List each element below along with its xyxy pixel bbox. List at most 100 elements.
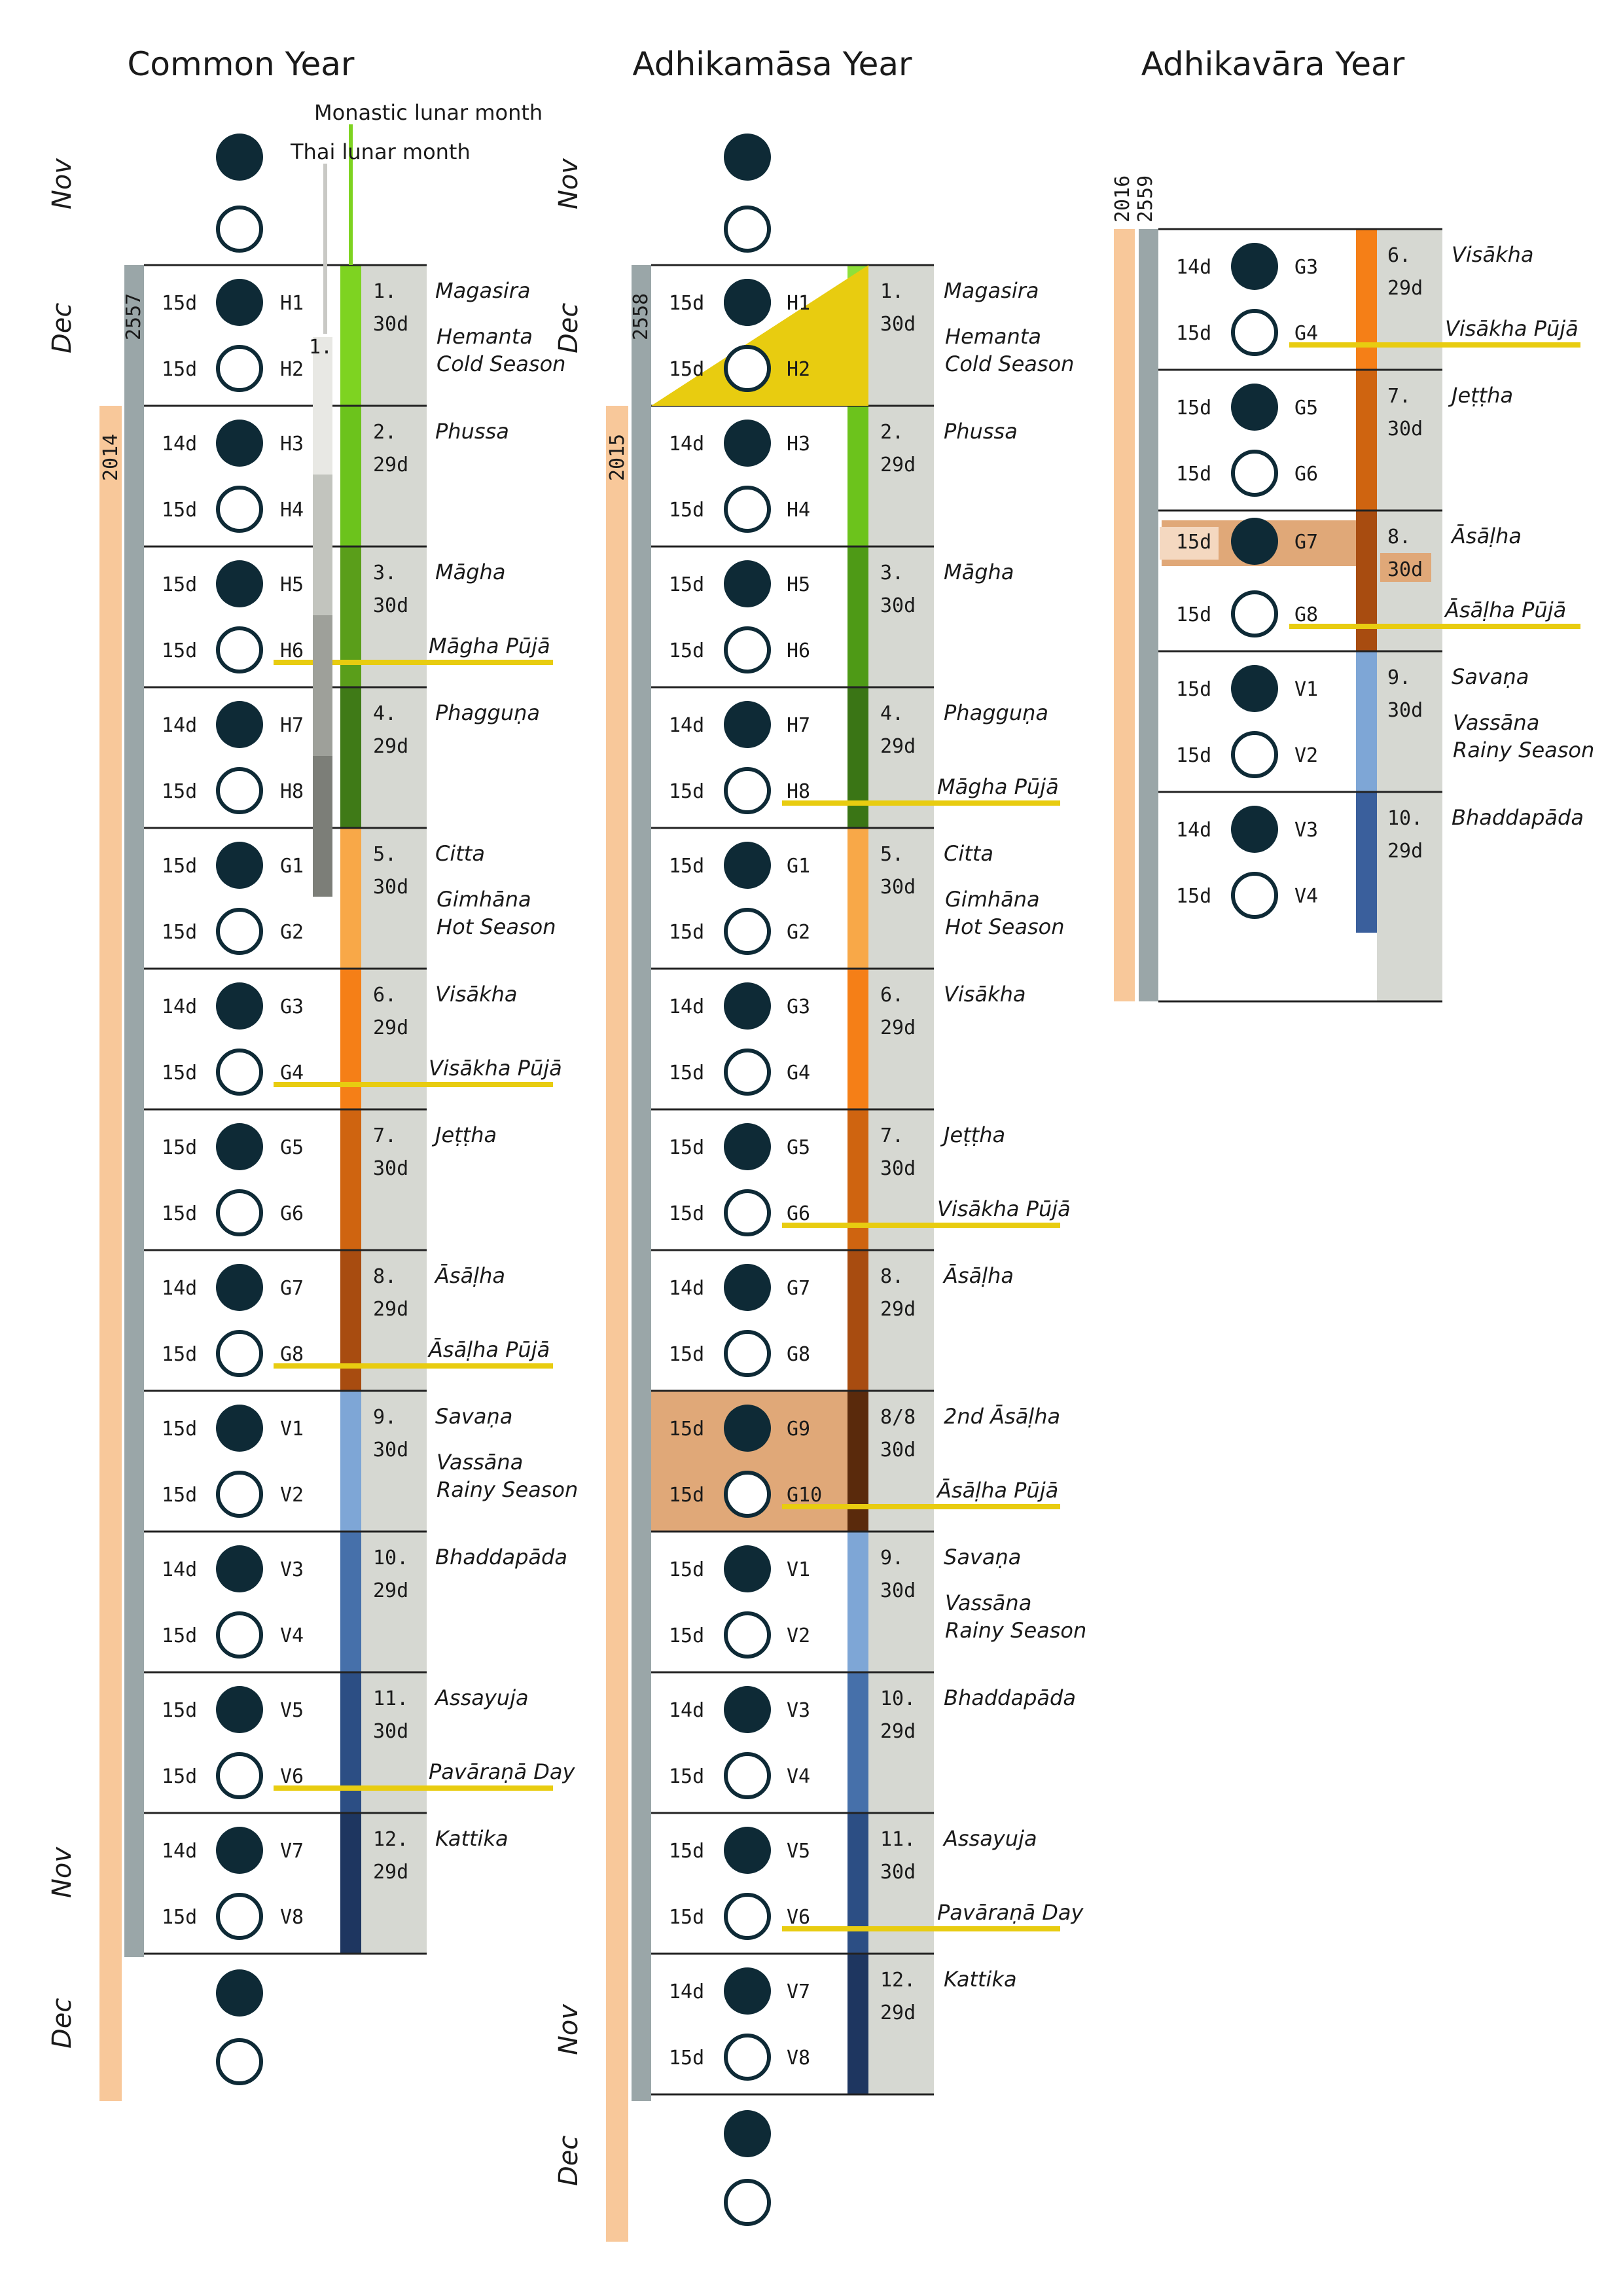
half-days: 15d: [162, 1484, 197, 1507]
season-name: Vassāna: [437, 1450, 523, 1475]
half-days: 15d: [1176, 885, 1211, 908]
column-title-adhikavara: Adhikavāra Year: [1141, 45, 1405, 83]
half-days: 15d: [162, 1699, 197, 1722]
full-moon-icon: [216, 1893, 263, 1940]
half-code: V4: [787, 1765, 810, 1788]
half-days: 15d: [669, 1343, 704, 1366]
half-code: G4: [280, 1062, 304, 1085]
new-moon-icon: [724, 279, 771, 326]
puja-label: Māgha Pūjā: [429, 634, 550, 658]
month-name: Kattika: [435, 1826, 508, 1851]
month-color-3: [340, 547, 361, 687]
month-name: Bhaddapāda: [944, 1685, 1076, 1710]
month-color-5: [1356, 792, 1377, 933]
half-days: 14d: [669, 1277, 704, 1300]
full-moon-icon: [216, 1330, 263, 1377]
half-code: G6: [787, 1202, 810, 1225]
month-color-4: [1356, 651, 1377, 792]
half-code: V3: [280, 1558, 304, 1581]
half-code: V1: [787, 1558, 810, 1581]
month-name: Visākha: [1452, 242, 1533, 267]
month-side-label: Nov: [47, 1846, 77, 1898]
thai-month-strip: [313, 475, 332, 615]
month-color-9: [340, 1391, 361, 1532]
buddhist-year-label: 2559: [1134, 175, 1157, 223]
month-color-9: [847, 1391, 868, 1532]
full-moon-icon: [724, 486, 771, 533]
month-number: 8.: [373, 1265, 397, 1288]
half-code: V8: [280, 1906, 304, 1929]
full-moon-icon: [216, 2038, 263, 2085]
half-days: 15d: [162, 499, 197, 522]
month-days: 30d: [880, 1579, 916, 1602]
new-moon-icon: [724, 1827, 771, 1874]
month-number: 10.: [880, 1687, 916, 1710]
buddhist-year-bar: [124, 265, 144, 1957]
adhikamasa-triangle: [651, 265, 868, 406]
half-days: 15d: [669, 1484, 704, 1507]
half-code: V1: [280, 1418, 304, 1441]
half-days: 15d: [669, 780, 704, 803]
month-number: 3.: [373, 562, 397, 584]
half-code: G1: [787, 855, 810, 878]
full-moon-icon: [724, 206, 771, 253]
gregorian-year-bar: [606, 406, 628, 2242]
full-moon-icon: [216, 1049, 263, 1096]
half-code: G9: [787, 1418, 810, 1441]
month-color-5: [847, 828, 868, 969]
month-color-2: [1356, 370, 1377, 511]
half-code: V7: [787, 1981, 810, 2003]
month-number: 5.: [373, 843, 397, 866]
month-color-11: [847, 1672, 868, 1813]
full-moon-icon: [1231, 450, 1278, 497]
month-color-6: [340, 969, 361, 1109]
season-label: Rainy Season: [1453, 738, 1594, 762]
month-days: 29d: [1387, 840, 1423, 863]
month-number: 6.: [880, 984, 904, 1007]
gregorian-year-bar: [99, 406, 122, 2101]
half-code: H6: [280, 639, 304, 662]
half-days: 15d: [669, 573, 704, 596]
half-days: 15d: [1176, 397, 1211, 420]
half-days: 15d: [162, 1765, 197, 1788]
gregorian-year-bar: [1114, 229, 1135, 1001]
month-name: Visākha: [944, 982, 1026, 1007]
month-days: 30d: [1387, 558, 1423, 581]
half-days: 15d: [669, 499, 704, 522]
season-name: Vassāna: [1453, 710, 1539, 735]
half-code: H5: [280, 573, 304, 596]
month-name: Savaṇa: [1452, 664, 1529, 689]
new-moon-icon: [724, 842, 771, 889]
full-moon-icon: [724, 345, 771, 392]
days-column-bg: [868, 265, 934, 2094]
half-days: 15d: [669, 1202, 704, 1225]
month-number: 1.: [880, 280, 904, 303]
month-number: 10.: [373, 1547, 408, 1570]
new-moon-icon: [216, 134, 263, 181]
month-color-2: [847, 406, 868, 547]
half-code: G7: [280, 1277, 304, 1300]
half-days: 14d: [162, 1558, 197, 1581]
half-code: H1: [787, 292, 810, 315]
puja-label: Āsāḷha Pūjā: [936, 1478, 1058, 1503]
half-days: 14d: [162, 433, 197, 456]
month-number: 7.: [1387, 385, 1411, 408]
thai-month-strip: [313, 756, 332, 897]
half-days: 15d: [669, 292, 704, 315]
puja-label: Māgha Pūjā: [937, 774, 1059, 799]
new-moon-icon: [216, 1827, 263, 1874]
puja-label: Āsāḷha Pūjā: [427, 1337, 550, 1362]
month-name: Citta: [435, 841, 485, 866]
month-days: 30d: [373, 313, 408, 336]
month-number: 4.: [880, 702, 904, 725]
month-color-1: [340, 265, 361, 406]
full-moon-icon: [724, 1893, 771, 1940]
buddhist-year-label: 2558: [630, 293, 652, 340]
month-days: 30d: [1387, 699, 1423, 722]
half-code: G8: [280, 1343, 304, 1366]
month-name: Assayuja: [942, 1826, 1037, 1851]
month-name: Jeṭṭha: [431, 1122, 497, 1147]
half-days: 15d: [162, 1418, 197, 1441]
half-days: 15d: [669, 358, 704, 381]
half-code: G2: [280, 921, 304, 944]
